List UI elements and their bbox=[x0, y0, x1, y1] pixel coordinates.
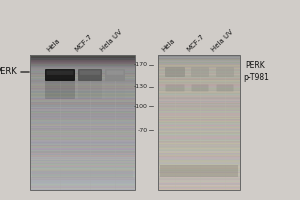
Text: Hela: Hela bbox=[161, 38, 176, 53]
FancyBboxPatch shape bbox=[45, 69, 75, 81]
FancyBboxPatch shape bbox=[106, 71, 124, 75]
FancyBboxPatch shape bbox=[105, 69, 125, 81]
FancyBboxPatch shape bbox=[160, 165, 238, 177]
Text: -130: -130 bbox=[134, 84, 148, 90]
FancyBboxPatch shape bbox=[105, 79, 125, 99]
FancyBboxPatch shape bbox=[165, 67, 185, 77]
Text: Hela: Hela bbox=[46, 38, 61, 53]
Text: p-T981: p-T981 bbox=[243, 72, 269, 82]
FancyBboxPatch shape bbox=[78, 79, 102, 99]
Text: -100: -100 bbox=[134, 104, 148, 108]
FancyBboxPatch shape bbox=[32, 170, 133, 178]
FancyBboxPatch shape bbox=[46, 71, 74, 75]
Text: MCF-7: MCF-7 bbox=[186, 33, 206, 53]
Text: MCF-7: MCF-7 bbox=[74, 33, 93, 53]
FancyBboxPatch shape bbox=[191, 84, 208, 92]
FancyBboxPatch shape bbox=[216, 67, 234, 77]
FancyBboxPatch shape bbox=[80, 71, 100, 75]
FancyBboxPatch shape bbox=[217, 84, 233, 92]
Bar bbox=[158, 55, 240, 190]
Text: PERK: PERK bbox=[245, 60, 265, 70]
Text: Hela UV: Hela UV bbox=[211, 29, 235, 53]
Bar bbox=[30, 55, 135, 190]
FancyBboxPatch shape bbox=[78, 69, 102, 81]
Text: -170: -170 bbox=[134, 62, 148, 68]
Text: -70: -70 bbox=[138, 128, 148, 132]
FancyBboxPatch shape bbox=[45, 79, 75, 99]
FancyBboxPatch shape bbox=[191, 67, 209, 77]
FancyBboxPatch shape bbox=[166, 84, 184, 92]
Text: Hela UV: Hela UV bbox=[100, 29, 124, 53]
Text: PERK: PERK bbox=[0, 68, 17, 76]
